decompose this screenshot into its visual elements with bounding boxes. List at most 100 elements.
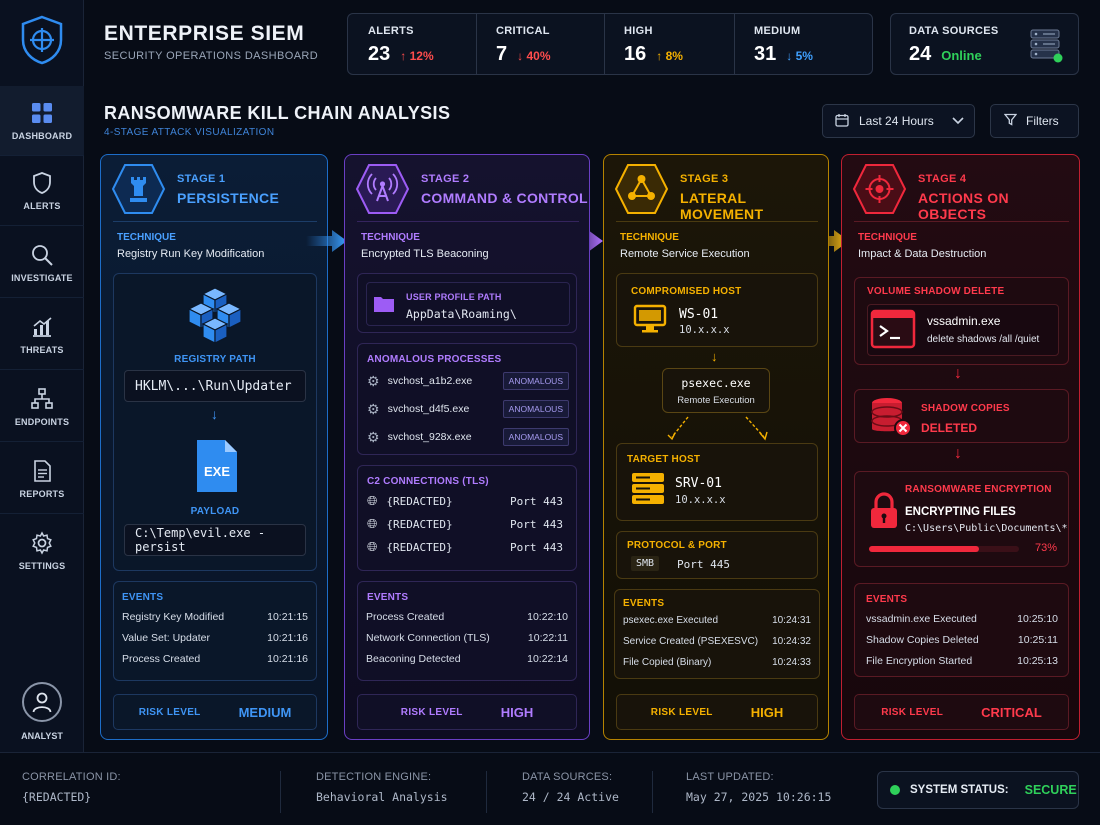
events-panel: EVENTS Registry Key Modified 10:21:15 Val… xyxy=(113,581,317,681)
footer-engine: DETECTION ENGINE: Behavioral Analysis xyxy=(316,771,448,804)
sidebar: DASHBOARD ALERTS INVESTIGATE THREATS END… xyxy=(0,0,84,825)
events-label: EVENTS xyxy=(866,594,908,605)
stat-alerts[interactable]: ALERTS 23 ↑ 12% xyxy=(348,14,476,74)
chart-icon xyxy=(33,316,52,337)
psexec-node[interactable]: psexec.exe Remote Execution xyxy=(662,368,770,413)
volume-shadow-panel: VOLUME SHADOW DELETE vssadmin.exe delete… xyxy=(854,277,1069,365)
encryption-progress-text: 73% xyxy=(1035,542,1058,554)
arrow-down-icon: ↓ xyxy=(954,445,962,462)
sidebar-item-endpoints[interactable]: ENDPOINTS xyxy=(0,372,84,442)
registry-path-label: REGISTRY PATH xyxy=(174,354,256,365)
sidebar-item-label: INVESTIGATE xyxy=(11,272,73,283)
connection-row[interactable]: 🌐︎ {REDACTED} Port 443 xyxy=(367,494,563,509)
event-row: Process Created 10:22:10 xyxy=(366,611,568,623)
target-host-name: SRV-01 xyxy=(675,476,722,491)
sidebar-item-reports[interactable]: REPORTS xyxy=(0,444,84,514)
event-row: File Encryption Started 10:25:13 xyxy=(866,655,1058,667)
footer-updated: LAST UPDATED: May 27, 2025 10:26:15 xyxy=(686,771,831,804)
chess-rook-icon xyxy=(111,163,166,215)
stat-critical[interactable]: CRITICAL 7 ↓ 40% xyxy=(476,14,604,74)
stage-number: STAGE 2 xyxy=(421,173,470,185)
risk-label: RISK LEVEL xyxy=(400,706,463,718)
stat-medium[interactable]: MEDIUM 31 ↓ 5% xyxy=(734,14,872,74)
stage-name: ACTIONS ON OBJECTS xyxy=(918,190,1009,222)
filters-label: Filters xyxy=(1026,114,1059,128)
connection-row[interactable]: 🌐︎ {REDACTED} Port 443 xyxy=(367,517,563,532)
monitor-icon xyxy=(633,304,667,339)
stage-number: STAGE 1 xyxy=(177,173,226,185)
shadow-label: SHADOW COPIES xyxy=(921,403,1010,414)
system-status-value: SECURE xyxy=(1024,783,1077,797)
user-label: ANALYST xyxy=(21,731,63,741)
server-icon xyxy=(631,472,665,511)
user-avatar-icon xyxy=(22,682,62,722)
footer-value: {REDACTED} xyxy=(22,790,92,804)
events-panel: EVENTS psexec.exe Executed 10:24:31 Servi… xyxy=(614,589,820,679)
filter-icon xyxy=(1003,113,1018,129)
technique-label: TECHNIQUE xyxy=(117,232,176,243)
stat-value: 16 xyxy=(624,43,647,65)
user-profile[interactable]: ANALYST xyxy=(0,682,84,748)
risk-label: RISK LEVEL xyxy=(650,706,713,718)
network-icon xyxy=(31,387,53,409)
process-name: svchost_a1b2.exe xyxy=(387,375,473,387)
events-panel: EVENTS vssadmin.exe Executed 10:25:10 Sha… xyxy=(854,583,1069,677)
stat-high[interactable]: HIGH 16 ↑ 8% xyxy=(604,14,734,74)
stage-number: STAGE 3 xyxy=(680,173,729,185)
event-row: Network Connection (TLS) 10:22:11 xyxy=(366,632,568,644)
radio-tower-icon xyxy=(355,163,410,215)
connection-row[interactable]: 🌐︎ {REDACTED} Port 443 xyxy=(367,540,563,555)
data-sources-label: DATA SOURCES xyxy=(909,25,999,37)
risk-label: RISK LEVEL xyxy=(138,706,201,718)
shadow-copies-panel: SHADOW COPIES DELETED xyxy=(854,389,1069,443)
protocol-panel: PROTOCOL & PORT SMB Port 445 xyxy=(616,531,818,579)
globe-icon: 🌐︎ xyxy=(367,540,378,555)
stage-name: COMMAND & CONTROL xyxy=(421,190,588,206)
process-row[interactable]: ⚙ svchost_928x.exe ANOMALOUS xyxy=(367,428,569,446)
user-profile-value: AppData\Roaming\ xyxy=(406,307,517,321)
sidebar-item-investigate[interactable]: INVESTIGATE xyxy=(0,228,84,298)
events-panel: EVENTS Process Created 10:22:10 Network C… xyxy=(357,581,577,681)
ransomware-encryption-panel: RANSOMWARE ENCRYPTION ENCRYPTING FILES C… xyxy=(854,471,1069,567)
app-subtitle: SECURITY OPERATIONS DASHBOARD xyxy=(104,50,319,62)
compromised-host-panel[interactable]: COMPROMISED HOST WS-01 10.x.x.x xyxy=(616,273,818,347)
stat-delta: 40% xyxy=(526,49,551,63)
protocol-label: PROTOCOL & PORT xyxy=(627,540,727,551)
anomalous-badge: ANOMALOUS xyxy=(502,400,569,418)
footer-label: CORRELATION ID: xyxy=(22,771,121,783)
footer-value: May 27, 2025 10:26:15 xyxy=(686,790,832,804)
lock-icon xyxy=(869,492,899,535)
data-sources-card[interactable]: DATA SOURCES 24 Online xyxy=(890,13,1079,75)
risk-level: RISK LEVEL HIGH xyxy=(616,694,818,730)
grid-icon xyxy=(32,102,52,123)
arrow-down-icon: ↓ xyxy=(517,49,524,63)
system-status-badge[interactable]: SYSTEM STATUS: SECURE xyxy=(877,771,1079,809)
registry-panel: REGISTRY PATH HKLM\...\Run\Updater ↓ EXE… xyxy=(113,273,317,571)
dashed-arrows-icon xyxy=(666,415,770,446)
chevron-down-icon xyxy=(952,114,964,128)
killchain-title: RANSOMWARE KILL CHAIN ANALYSIS xyxy=(104,103,451,123)
psexec-subtitle: Remote Execution xyxy=(677,395,755,406)
sidebar-item-settings[interactable]: SETTINGS xyxy=(0,516,84,586)
sidebar-item-threats[interactable]: THREATS xyxy=(0,300,84,370)
gear-icon xyxy=(32,531,52,555)
filters-button[interactable]: Filters xyxy=(990,104,1079,138)
stage-4-actions-on-objects: STAGE 4 ACTIONS ON OBJECTS TECHNIQUE Imp… xyxy=(841,154,1080,740)
folder-icon xyxy=(373,295,395,318)
process-row[interactable]: ⚙ svchost_a1b2.exe ANOMALOUS xyxy=(367,372,569,390)
shield-icon xyxy=(33,171,51,194)
processes-label: ANOMALOUS PROCESSES xyxy=(367,354,502,365)
process-row[interactable]: ⚙ svchost_d4f5.exe ANOMALOUS xyxy=(367,400,569,418)
sidebar-item-label: SETTINGS xyxy=(18,561,66,571)
stage-name: LATERAL MOVEMENT xyxy=(680,190,764,222)
event-row: Shadow Copies Deleted 10:25:11 xyxy=(866,634,1058,646)
stat-label: HIGH xyxy=(624,25,653,37)
stat-value: 7 xyxy=(496,43,508,65)
target-host-panel[interactable]: TARGET HOST SRV-01 10.x.x.x xyxy=(616,443,818,521)
sidebar-item-dashboard[interactable]: DASHBOARD xyxy=(0,86,84,156)
stage-2-command-control: STAGE 2 COMMAND & CONTROL TECHNIQUE Encr… xyxy=(344,154,590,740)
sidebar-item-alerts[interactable]: ALERTS xyxy=(0,156,84,226)
time-range-dropdown[interactable]: Last 24 Hours xyxy=(822,104,975,138)
process-name: svchost_d4f5.exe xyxy=(387,403,470,415)
stat-value: 23 xyxy=(368,43,391,65)
